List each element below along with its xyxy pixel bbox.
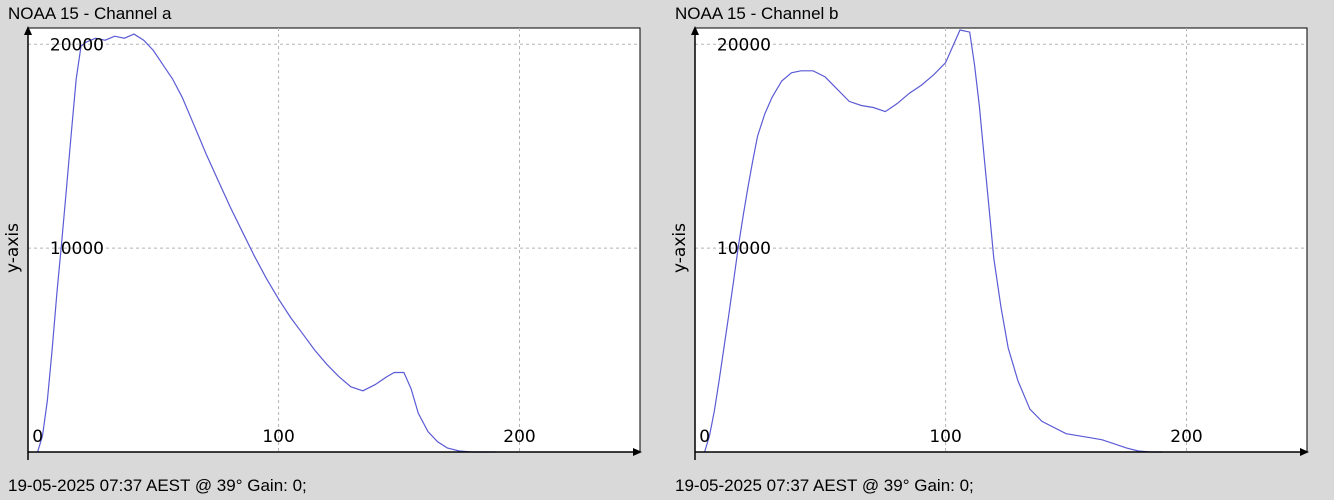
x-tick-label: 200	[503, 427, 535, 447]
series-line	[704, 29, 1163, 453]
x-tick-label: 100	[262, 427, 294, 447]
y-axis-arrow-icon	[24, 26, 32, 35]
y-tick-label: 10000	[50, 239, 104, 259]
series-line	[37, 33, 496, 453]
plot-background	[27, 27, 641, 453]
x-tick-label: 100	[929, 427, 961, 447]
y-axis-arrow-icon	[691, 26, 699, 35]
chart-title: NOAA 15 - Channel a	[8, 4, 172, 23]
plot-area: 0 100 200 10000 20000 y-axis	[3, 26, 642, 460]
x-tick-label: 0	[699, 427, 710, 447]
y-tick-label: 10000	[717, 239, 771, 259]
chart-title: NOAA 15 - Channel b	[675, 4, 839, 23]
x-tick-label: 0	[32, 427, 43, 447]
y-tick-label: 20000	[50, 35, 104, 55]
chart-footer: 19-05-2025 07:37 AEST @ 39° Gain: 0;	[8, 476, 307, 495]
x-axis-arrow-icon	[633, 448, 642, 456]
plot-background	[694, 27, 1308, 453]
y-tick-label: 20000	[717, 35, 771, 55]
y-axis-label: y-axis	[3, 223, 23, 273]
x-axis-arrow-icon	[1300, 448, 1309, 456]
plot-area: 0 100 200 10000 20000 y-axis	[670, 26, 1309, 460]
chart-footer: 19-05-2025 07:37 AEST @ 39° Gain: 0;	[675, 476, 974, 495]
x-tick-label: 200	[1170, 427, 1202, 447]
y-axis-label: y-axis	[670, 223, 690, 273]
chart-panel-channel-b: NOAA 15 - Channel b 0 100 200 10000 20000 y-a…	[667, 0, 1334, 500]
chart-panel-channel-a: NOAA 15 - Channel a 0 100 200 10000 20000 y-a…	[3, 4, 642, 495]
